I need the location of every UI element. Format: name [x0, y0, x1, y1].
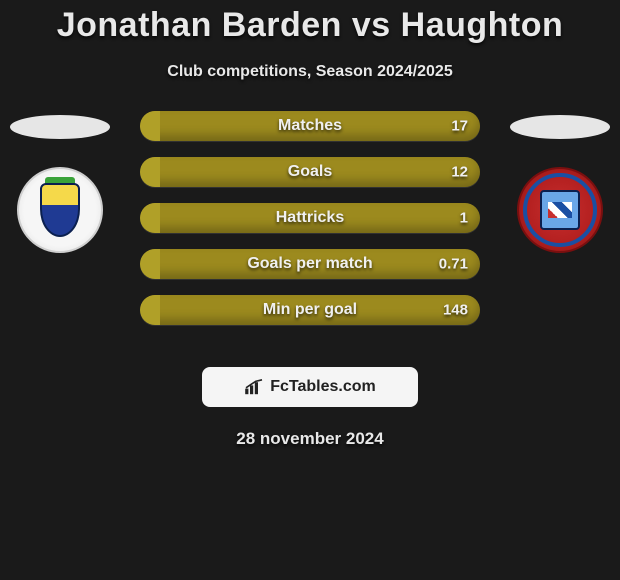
stat-right-value: 17	[451, 118, 468, 135]
right-player-name-pill	[510, 115, 610, 139]
stat-row: Goals per match 0.71	[140, 249, 480, 279]
left-player-name-pill	[10, 115, 110, 139]
stat-row: Goals 12	[140, 157, 480, 187]
stat-right-value: 0.71	[439, 256, 468, 273]
right-club-crest	[517, 167, 603, 253]
branding-badge: FcTables.com	[202, 367, 418, 407]
left-club-crest	[17, 167, 103, 253]
left-player-column	[0, 111, 120, 253]
subtitle: Club competitions, Season 2024/2025	[0, 63, 620, 81]
stat-label: Goals	[140, 163, 480, 181]
stat-label: Min per goal	[140, 301, 480, 319]
stat-right-value: 1	[460, 210, 468, 227]
stat-row: Matches 17	[140, 111, 480, 141]
stat-right-value: 12	[451, 164, 468, 181]
date-label: 28 november 2024	[0, 429, 620, 449]
stat-right-value: 148	[443, 302, 468, 319]
stat-row: Min per goal 148	[140, 295, 480, 325]
stat-bars: Matches 17 Goals 12 Hattricks 1 Goals pe…	[140, 111, 480, 341]
stat-row: Hattricks 1	[140, 203, 480, 233]
page-title: Jonathan Barden vs Haughton	[0, 0, 620, 45]
stat-label: Hattricks	[140, 209, 480, 227]
stat-label: Matches	[140, 117, 480, 135]
comparison-panel: Matches 17 Goals 12 Hattricks 1 Goals pe…	[0, 111, 620, 351]
branding-text: FcTables.com	[270, 378, 376, 396]
right-player-column	[500, 111, 620, 253]
bar-chart-icon	[244, 379, 264, 395]
stat-label: Goals per match	[140, 255, 480, 273]
